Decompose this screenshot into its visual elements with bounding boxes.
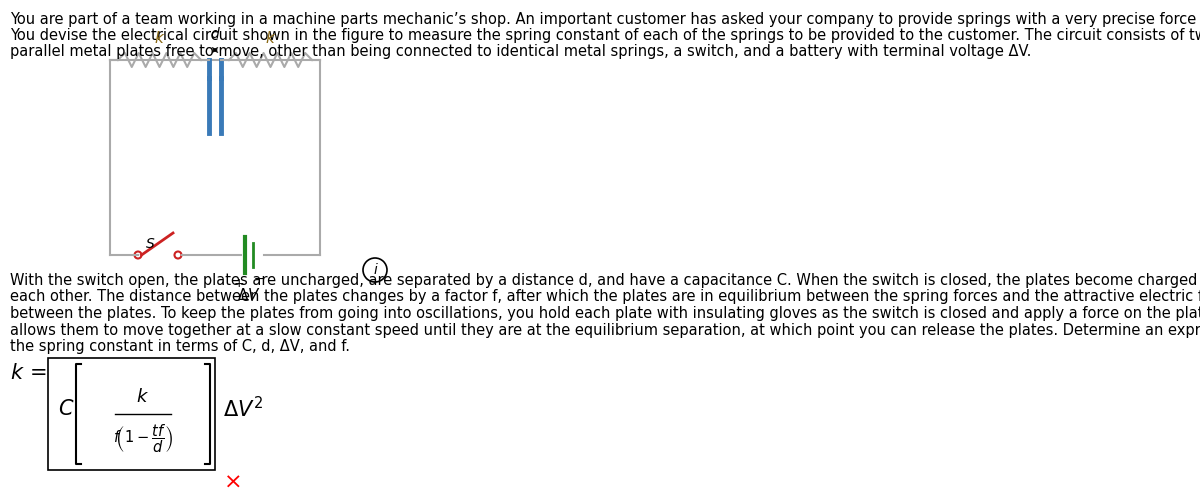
Text: +: + xyxy=(234,277,245,290)
Text: $\times$: $\times$ xyxy=(223,472,241,492)
Text: You devise the electrical circuit shown in the figure to measure the spring cons: You devise the electrical circuit shown … xyxy=(10,28,1200,43)
Text: each other. The distance between the plates changes by a factor f, after which t: each other. The distance between the pla… xyxy=(10,290,1200,304)
Text: $f\!\left(1-\dfrac{tf}{d}\right)$: $f\!\left(1-\dfrac{tf}{d}\right)$ xyxy=(113,422,173,454)
Text: $k$: $k$ xyxy=(265,30,276,46)
Text: i: i xyxy=(373,263,377,277)
Text: −: − xyxy=(253,273,264,286)
Text: $k$: $k$ xyxy=(137,388,150,406)
Bar xyxy=(48,358,215,470)
Text: parallel metal plates free to move, other than being connected to identical meta: parallel metal plates free to move, othe… xyxy=(10,44,1031,59)
Text: the spring constant in terms of C, d, ΔV, and f.: the spring constant in terms of C, d, ΔV… xyxy=(10,339,350,354)
Text: $k\,=$: $k\,=$ xyxy=(10,363,47,383)
Text: $\Delta V^2$: $\Delta V^2$ xyxy=(223,396,263,422)
Text: S: S xyxy=(146,237,155,251)
Text: $\Delta V$: $\Delta V$ xyxy=(238,287,260,303)
Text: $k$: $k$ xyxy=(154,30,166,46)
Text: $C$: $C$ xyxy=(58,399,74,419)
Text: With the switch open, the plates are uncharged, are separated by a distance d, a: With the switch open, the plates are unc… xyxy=(10,273,1200,288)
Text: $d$: $d$ xyxy=(210,26,221,41)
Text: allows them to move together at a slow constant speed until they are at the equi: allows them to move together at a slow c… xyxy=(10,323,1200,338)
Text: You are part of a team working in a machine parts mechanic’s shop. An important : You are part of a team working in a mach… xyxy=(10,12,1200,27)
Text: between the plates. To keep the plates from going into oscillations, you hold ea: between the plates. To keep the plates f… xyxy=(10,306,1200,321)
